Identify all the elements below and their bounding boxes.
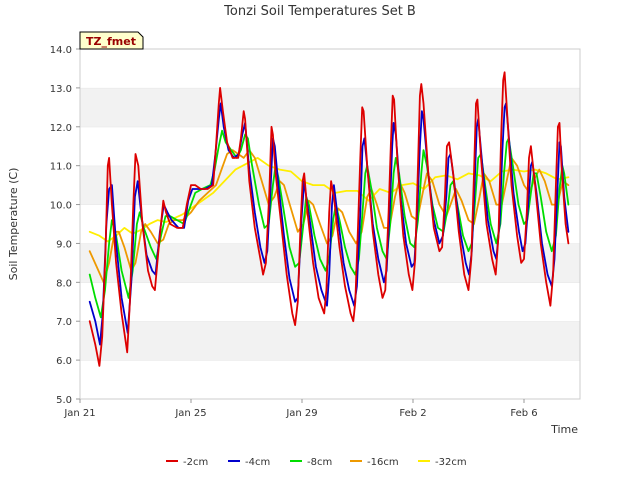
legend-label: -4cm (245, 457, 270, 468)
plot-frame (79, 48, 581, 400)
y-tick-label: 7.0 (56, 317, 72, 328)
y-tick-label: 14.0 (50, 45, 72, 56)
x-axis-ticks: Jan 21 Jan 25 Jan 29 Feb 2 Feb 6 (63, 399, 538, 419)
site-badge-text: TZ_fmet (86, 35, 136, 48)
grid-band (80, 49, 580, 88)
grid-band (80, 87, 580, 127)
y-tick-label: 6.0 (56, 356, 72, 367)
legend-label: -8cm (307, 457, 332, 468)
legend: -2cm -4cm -8cm -16cm -32cm (166, 457, 467, 468)
grid-band (80, 360, 580, 399)
series-lines (88, 71, 570, 367)
y-tick-label: 13.0 (50, 84, 72, 95)
y-tick-label: 12.0 (50, 123, 72, 134)
x-tick-label: Feb 6 (510, 408, 537, 419)
y-tick-label: 9.0 (56, 239, 72, 250)
grid-bands (80, 48, 580, 399)
x-tick-label: Jan 25 (174, 408, 206, 419)
legend-label: -2cm (183, 457, 208, 468)
y-tick-label: 8.0 (56, 278, 72, 289)
x-tick-label: Jan 29 (285, 408, 317, 419)
y-tick-label: 11.0 (50, 162, 72, 173)
grid-band (80, 321, 580, 361)
legend-label: -32cm (435, 457, 467, 468)
x-tick-label: Feb 2 (399, 408, 426, 419)
y-axis-ticks: 5.0 6.0 7.0 8.0 9.0 10.0 11.0 12.0 13.0 14.0 (50, 45, 80, 406)
y-tick-label: 10.0 (50, 201, 72, 212)
site-badge: TZ_fmet (79, 31, 144, 50)
legend-label: -16cm (367, 457, 399, 468)
series-line-2cmcm (88, 71, 570, 367)
x-axis-label: Time (550, 423, 578, 436)
y-axis-label: Soil Temperature (C) (7, 168, 20, 281)
x-tick-label: Jan 21 (63, 408, 95, 419)
series-line-16cmcm (88, 149, 570, 284)
y-tick-label: 5.0 (56, 395, 72, 406)
chart-title: Tonzi Soil Temperatures Set B (223, 4, 416, 19)
series-line-4cmcm (88, 102, 570, 346)
site-badge-box (79, 31, 144, 50)
grid-band (80, 126, 580, 166)
grid-band (80, 282, 580, 322)
